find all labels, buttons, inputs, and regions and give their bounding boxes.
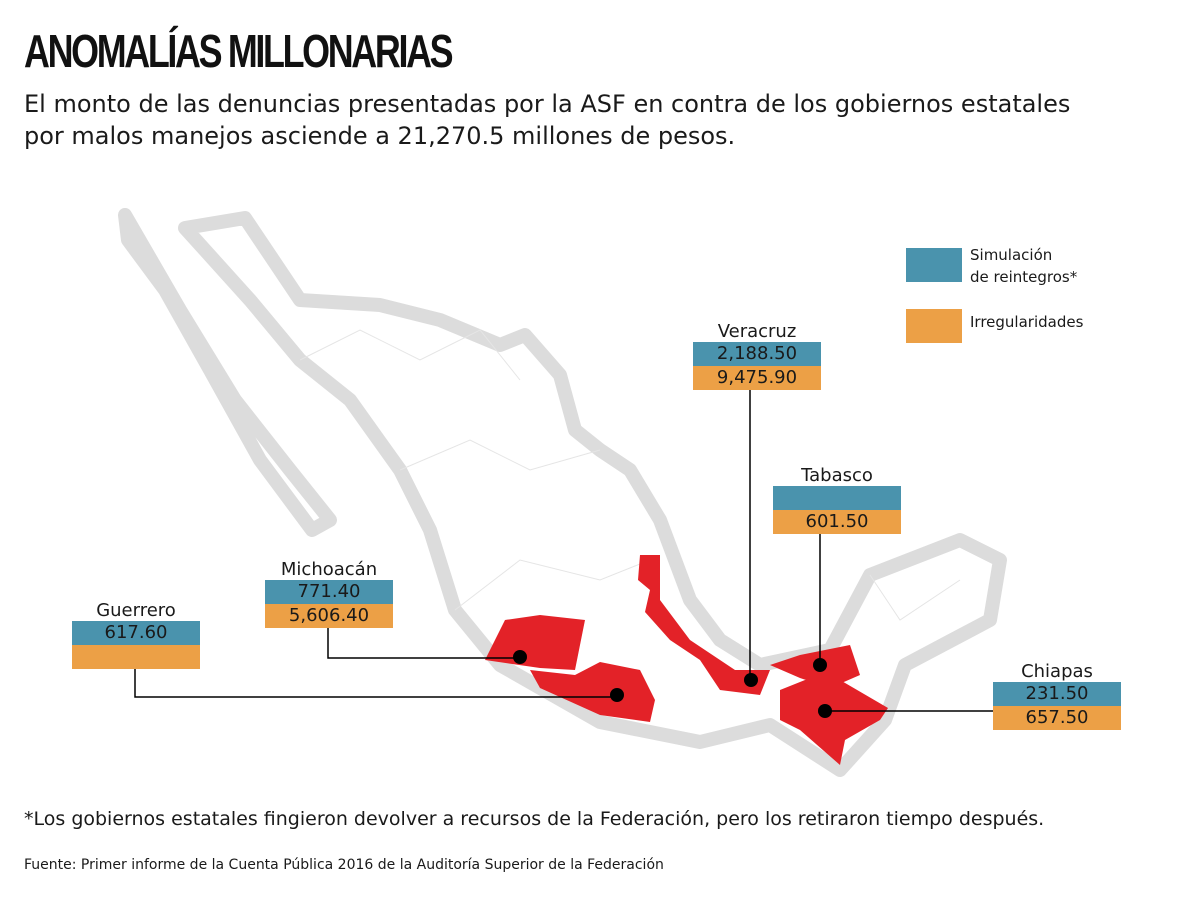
- state-name: Tabasco: [801, 465, 873, 486]
- simulacion-value: 2,188.50: [693, 342, 821, 366]
- irregularidades-value: 657.50: [993, 706, 1121, 730]
- state-michoacan: [485, 615, 585, 670]
- mainland-outline: [178, 211, 1007, 777]
- source: Fuente: Primer informe de la Cuenta Públ…: [24, 857, 664, 873]
- simulacion-value: 771.40: [265, 580, 393, 604]
- irregularidades-value: 601.50: [773, 510, 901, 534]
- subtitle-line-1: El monto de las denuncias presentadas po…: [24, 90, 1071, 118]
- state-name: Guerrero: [96, 600, 176, 621]
- legend-label-simulacion: Simulación de reintegros*: [970, 244, 1077, 288]
- legend-text: Simulación: [970, 246, 1053, 264]
- irregularidades-value: 5,606.40: [265, 604, 393, 628]
- legend-swatch-irregularidades: [906, 309, 962, 343]
- state-guerrero: [530, 662, 655, 722]
- state-box-tabasco: Tabasco 601.50: [773, 465, 901, 534]
- state-name: Michoacán: [280, 559, 378, 580]
- legend-swatch-simulacion: [906, 248, 962, 282]
- irregularidades-value: 9,475.90: [693, 366, 821, 390]
- state-name: Veracruz: [717, 321, 797, 342]
- baja-peninsula: [118, 208, 337, 537]
- simulacion-value: [773, 486, 901, 510]
- subtitle-line-2: por malos manejos asciende a 21,270.5 mi…: [24, 122, 736, 150]
- legend-text: de reintegros*: [970, 268, 1078, 286]
- state-box-chiapas: Chiapas 231.50 657.50: [993, 661, 1121, 730]
- simulacion-value: 231.50: [993, 682, 1121, 706]
- subtitle: El monto de las denuncias presentadas po…: [24, 88, 1174, 152]
- connector-lines: [134, 390, 993, 712]
- simulacion-value: 617.60: [72, 621, 200, 645]
- state-chiapas: [780, 680, 888, 765]
- state-name: Chiapas: [1021, 661, 1093, 682]
- state-markers: [513, 650, 832, 718]
- footnote: *Los gobiernos estatales fingieron devol…: [24, 808, 1045, 830]
- state-box-guerrero: Guerrero 617.60: [72, 600, 200, 669]
- title: ANOMALÍAS MILLONARIAS: [24, 25, 454, 77]
- highlighted-states: [485, 555, 888, 765]
- irregularidades-value: [72, 645, 200, 669]
- legend-label-irregularidades: Irregularidades: [970, 313, 1084, 331]
- state-box-michoacan: Michoacán 771.40 5,606.40: [265, 559, 393, 628]
- state-box-veracruz: Veracruz 2,188.50 9,475.90: [693, 321, 821, 390]
